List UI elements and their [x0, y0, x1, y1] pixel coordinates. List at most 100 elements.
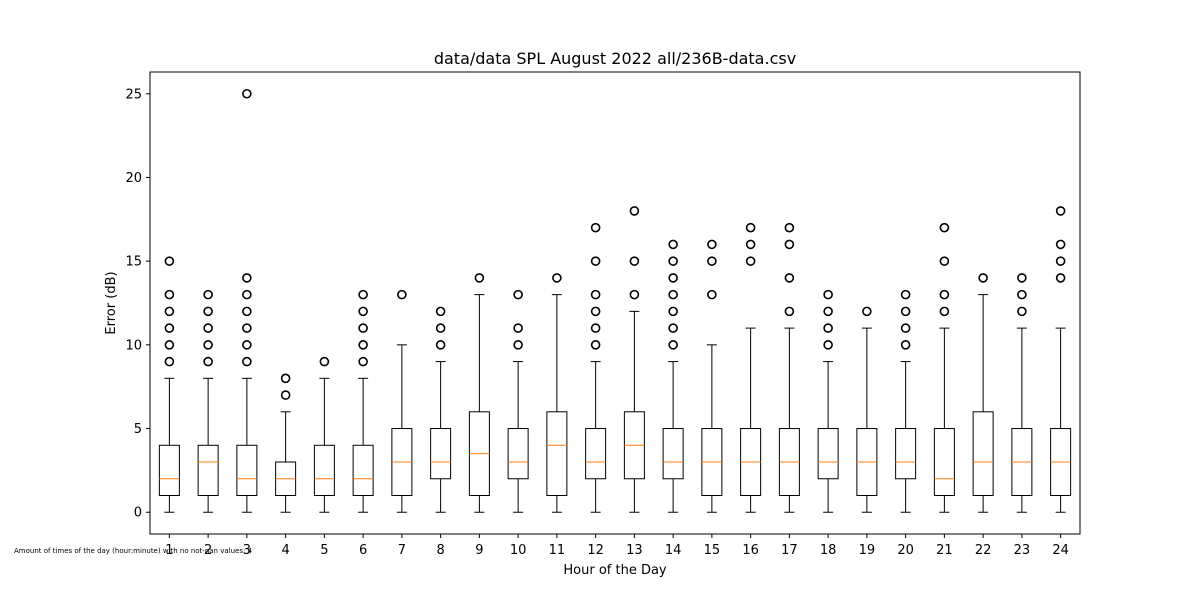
x-tick-label: 20	[897, 543, 914, 558]
box-group-hour-2	[197, 289, 219, 513]
x-tick-label: 1	[165, 543, 173, 558]
outlier-point	[242, 88, 252, 99]
x-tick-label: 16	[742, 543, 759, 558]
outlier-point	[280, 373, 291, 384]
outlier-point	[1055, 273, 1066, 283]
y-tick-label: 0	[134, 506, 142, 521]
outlier-point	[203, 289, 213, 300]
chart-title: data/data SPL August 2022 all/236B-data.…	[434, 49, 796, 68]
x-tick-label: 6	[359, 543, 367, 558]
box-group-hour-23	[1011, 273, 1033, 513]
box-group-hour-10	[507, 289, 529, 513]
outlier-point	[474, 273, 485, 283]
footnote-text: Amount of times of the day (hour:minute)…	[14, 547, 253, 555]
iqr-box	[546, 411, 568, 497]
outlier-point	[1055, 256, 1066, 266]
outlier-point	[629, 256, 640, 266]
x-tick-label: 21	[936, 543, 953, 558]
outlier-point	[1055, 239, 1066, 250]
box-group-hour-22	[972, 273, 994, 513]
x-tick-label: 15	[704, 543, 721, 558]
x-tick-label: 17	[781, 543, 798, 558]
box-group-hour-9	[468, 273, 490, 513]
outlier-point	[978, 273, 988, 283]
outlier-point	[629, 206, 640, 216]
iqr-box	[158, 444, 180, 497]
outlier-point	[203, 356, 213, 367]
box-group-hour-7	[391, 289, 413, 513]
x-tick-label: 3	[243, 543, 251, 558]
x-tick-label: 5	[320, 543, 328, 558]
outlier-point	[707, 239, 717, 250]
x-tick-label: 19	[859, 543, 876, 558]
outlier-point	[590, 323, 601, 333]
outlier-point	[590, 222, 601, 233]
outlier-point	[513, 340, 523, 350]
outlier-point	[435, 323, 446, 333]
box-group-hour-3	[236, 88, 258, 513]
outlier-point	[784, 222, 795, 233]
x-axis-label: Hour of the Day	[563, 563, 667, 578]
outlier-point	[823, 323, 833, 333]
outlier-point	[629, 289, 640, 300]
box-group-hour-5	[313, 356, 335, 513]
outlier-point	[397, 289, 407, 300]
outlier-point	[784, 273, 795, 283]
box-group-hour-13	[623, 206, 645, 513]
outlier-point	[707, 256, 717, 266]
outlier-point	[668, 256, 678, 266]
outlier-point	[745, 239, 756, 250]
outlier-point	[900, 289, 911, 300]
y-tick-label: 20	[125, 171, 142, 186]
outlier-point	[590, 340, 601, 350]
box-group-hour-18	[817, 289, 839, 513]
outlier-point	[164, 340, 175, 350]
x-tick-label: 2	[204, 543, 212, 558]
iqr-box	[895, 428, 917, 480]
outlier-point	[823, 340, 833, 350]
outlier-point	[203, 306, 213, 317]
outlier-point	[939, 289, 950, 300]
outlier-point	[435, 340, 446, 350]
x-tick-label: 9	[475, 543, 483, 558]
outlier-point	[358, 323, 368, 333]
x-tick-label: 10	[510, 543, 527, 558]
outlier-point	[590, 289, 601, 300]
outlier-point	[242, 289, 252, 300]
x-axis: 1 2 3 4 5 6 7 8 9 10 11 12 13 14 15 16 17 18 19 20 21 22 23 24	[165, 534, 1069, 558]
x-tick-label: 7	[398, 543, 406, 558]
x-tick-label: 8	[436, 543, 444, 558]
box-group-hour-4	[275, 373, 297, 513]
outlier-point	[242, 306, 252, 317]
outlier-point	[242, 340, 252, 350]
outlier-point	[203, 323, 213, 333]
iqr-box	[352, 444, 374, 497]
outlier-point	[203, 340, 213, 350]
outlier-point	[707, 289, 717, 300]
box-group-hour-21	[933, 222, 955, 513]
outlier-point	[358, 289, 368, 300]
outlier-point	[242, 323, 252, 333]
outlier-point	[164, 306, 175, 317]
iqr-box	[197, 444, 219, 497]
outlier-point	[1017, 273, 1027, 283]
outlier-point	[668, 306, 678, 317]
outlier-point	[1017, 306, 1027, 317]
plot-area	[158, 88, 1072, 513]
iqr-box	[817, 428, 839, 480]
outlier-point	[590, 306, 601, 317]
outlier-point	[668, 289, 678, 300]
outlier-point	[668, 239, 678, 250]
outlier-point	[862, 306, 872, 317]
outlier-point	[280, 390, 291, 400]
outlier-point	[823, 306, 833, 317]
box-group-hour-16	[740, 222, 762, 513]
x-tick-label: 24	[1052, 543, 1069, 558]
outlier-point	[784, 239, 795, 250]
axes-frame	[149, 71, 1081, 535]
outlier-point	[358, 340, 368, 350]
iqr-box	[662, 428, 684, 480]
y-tick-label: 5	[134, 422, 142, 437]
x-tick-label: 22	[975, 543, 992, 558]
box-group-hour-8	[430, 306, 452, 513]
